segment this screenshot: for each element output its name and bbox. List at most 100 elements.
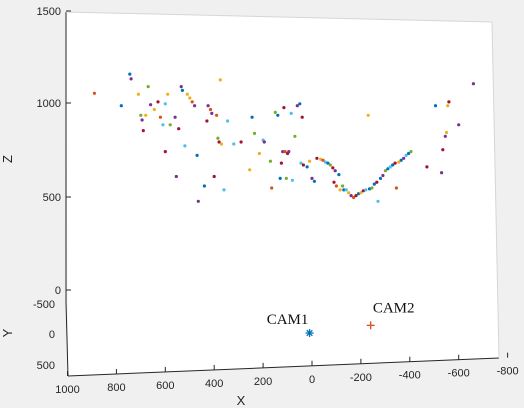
data-point [332, 180, 336, 184]
data-point [444, 130, 449, 135]
z-tick-label: 1000 [37, 98, 61, 110]
data-point [391, 163, 395, 167]
x-tick-label: -800 [497, 366, 519, 378]
data-point [366, 113, 370, 117]
data-point [290, 178, 294, 182]
data-point [279, 161, 283, 165]
data-point [342, 188, 346, 192]
data-point [226, 119, 230, 123]
data-point [190, 100, 194, 104]
data-point [334, 184, 338, 188]
data-point [326, 161, 330, 165]
data-point [298, 102, 302, 106]
data-point [404, 153, 408, 157]
x-tick-label: 600 [156, 380, 174, 392]
x-tick-label: 200 [254, 376, 272, 388]
data-point [338, 188, 342, 192]
data-point [331, 166, 335, 170]
data-point [276, 113, 280, 117]
data-point [293, 134, 297, 138]
data-point [409, 150, 413, 154]
y-axis-label: Y [0, 328, 15, 337]
data-point [270, 186, 274, 190]
data-point [457, 123, 461, 127]
data-point [179, 85, 183, 89]
data-point [301, 163, 305, 167]
data-point [356, 192, 361, 196]
data-point [239, 140, 243, 144]
data-point [399, 158, 403, 162]
back-top-edge [65, 11, 493, 23]
plot-area [66, 12, 499, 376]
data-point [216, 136, 220, 140]
data-point [315, 156, 319, 160]
data-point [156, 100, 160, 104]
data-point [381, 173, 385, 178]
data-point [359, 191, 363, 195]
data-point [129, 77, 133, 81]
data-point [372, 182, 376, 186]
data-point [215, 113, 219, 117]
data-point [273, 110, 277, 114]
data-point [206, 104, 210, 108]
data-point [152, 107, 156, 112]
data-point [268, 159, 272, 163]
data-point [158, 115, 162, 119]
z-tick-label: 500 [43, 192, 61, 204]
data-point [205, 119, 209, 123]
x-tick-label: 800 [107, 382, 125, 394]
camera-marker-star [306, 329, 313, 337]
data-point [166, 92, 170, 96]
data-point [361, 189, 365, 193]
data-point [196, 199, 200, 203]
data-point [321, 158, 325, 162]
data-point [278, 176, 282, 180]
x-tick-label: 0 [309, 374, 315, 386]
data-point [375, 180, 379, 184]
data-point [308, 159, 312, 163]
data-point [232, 142, 236, 146]
back-right-edge [491, 21, 500, 359]
data-point [402, 156, 406, 160]
data-point [168, 123, 172, 127]
data-point [407, 151, 411, 156]
data-point [219, 142, 224, 146]
data-point [163, 102, 167, 106]
z-tick-label: 1500 [37, 6, 61, 18]
data-point [284, 176, 288, 180]
data-point [149, 103, 153, 107]
data-point [282, 106, 286, 110]
data-point [347, 191, 351, 195]
data-point [212, 174, 216, 179]
z-axis-label: Z [0, 155, 15, 163]
data-point [471, 82, 475, 86]
data-point [195, 153, 199, 157]
data-point [281, 150, 285, 154]
x-tick-label: -200 [350, 372, 372, 384]
data-point [140, 118, 144, 122]
data-point [383, 169, 387, 173]
data-point [394, 186, 398, 190]
data-point [352, 195, 356, 200]
data-point [376, 199, 380, 203]
data-point [354, 194, 358, 198]
y-tick-label: -500 [33, 299, 55, 311]
data-point [257, 151, 261, 156]
data-point [250, 115, 254, 119]
data-points [92, 72, 475, 203]
data-point [349, 194, 353, 198]
data-point [193, 104, 197, 108]
camera-markers: CAM1 CAM2 [267, 300, 415, 337]
data-point [252, 131, 257, 135]
data-point [378, 176, 383, 180]
data-point [337, 173, 341, 177]
data-point [119, 104, 123, 108]
data-point [447, 100, 451, 104]
data-point [188, 96, 192, 100]
data-point [310, 176, 314, 180]
x-tick-label: -400 [399, 370, 421, 382]
data-point [440, 171, 444, 175]
data-point [397, 160, 401, 164]
data-point [222, 188, 226, 192]
